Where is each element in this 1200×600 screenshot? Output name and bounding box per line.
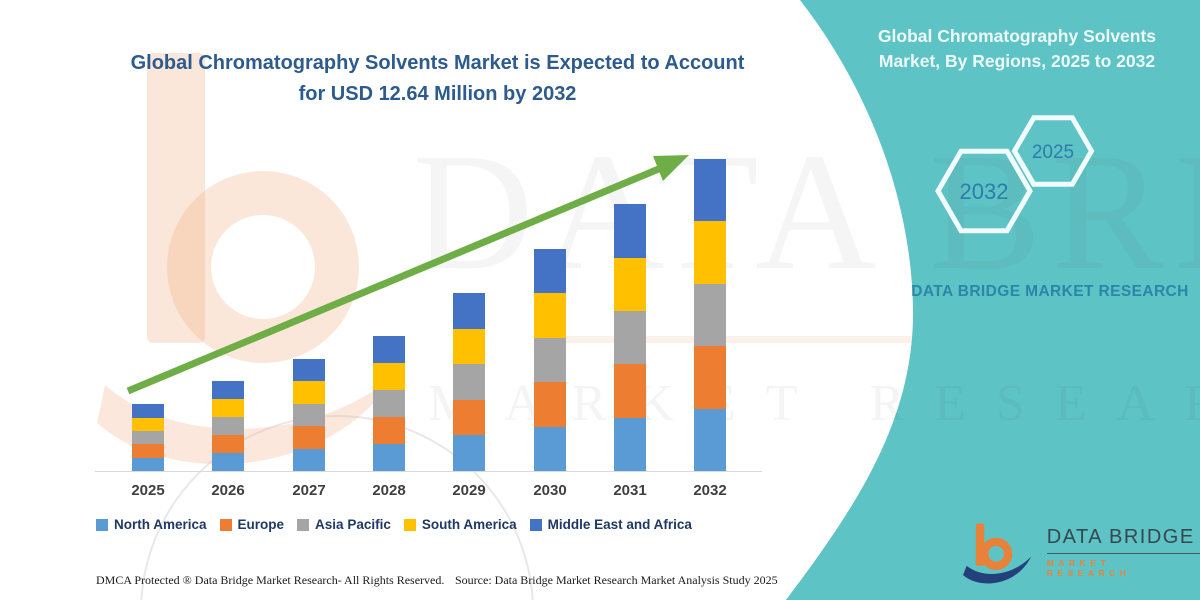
bar-segment-2028-north-america xyxy=(373,444,405,471)
x-axis-label-2032: 2032 xyxy=(693,482,727,499)
bar-segment-2030-south-america xyxy=(534,293,566,338)
chart-legend: North America Europe Asia Pacific South Ame… xyxy=(96,517,692,532)
chart-title: Global Chromatography Solvents Market is… xyxy=(130,52,745,105)
bar-segment-2031-middle-east-and-africa xyxy=(614,204,646,258)
hexagon-2032-label: 2032 xyxy=(960,179,1009,204)
bar-segment-2026-north-america xyxy=(212,453,244,471)
legend-swatch xyxy=(529,518,542,531)
x-axis-label-2025: 2025 xyxy=(131,482,165,499)
bar-segment-2025-middle-east-and-africa xyxy=(132,404,164,418)
bar-segment-2029-asia-pacific xyxy=(453,364,485,400)
legend-label: North America xyxy=(114,517,207,532)
bar-segment-2028-europe xyxy=(373,417,405,444)
brand-text: DATA BRIDGE MARKET RESEARCH xyxy=(911,283,1189,300)
hexagon-2025 xyxy=(1011,115,1095,187)
bar-segment-2030-north-america xyxy=(534,427,566,471)
panel-heading: Global Chromatography Solvents Market, B… xyxy=(877,26,1157,72)
bar-segment-2028-asia-pacific xyxy=(373,390,405,417)
bar-segment-2029-south-america xyxy=(453,329,485,364)
footer-dmca: DMCA Protected ® Data Bridge Market Rese… xyxy=(96,573,445,587)
bar-segment-2025-europe xyxy=(132,444,164,458)
hexagon-years: 2032 2025 xyxy=(935,115,1095,234)
bar-segment-2031-south-america xyxy=(614,258,646,311)
legend-item-asia-pacific: Asia Pacific xyxy=(297,517,391,532)
x-axis-line xyxy=(95,471,762,472)
bar-segment-2032-europe xyxy=(694,346,726,409)
bar-segment-2025-asia-pacific xyxy=(132,431,164,444)
legend-item-north-america: North America xyxy=(96,517,207,532)
bar-segment-2027-asia-pacific xyxy=(293,404,325,426)
bar-segment-2025-south-america xyxy=(132,418,164,431)
trend-arrow xyxy=(126,155,689,395)
legend-label: Asia Pacific xyxy=(315,517,391,532)
x-axis-label-2028: 2028 xyxy=(372,482,406,499)
databridge-logo: DATA BRIDGE MARKET RESEARCH xyxy=(963,520,1200,584)
bar-segment-2031-north-america xyxy=(614,418,646,471)
bar-segment-2032-north-america xyxy=(694,409,726,471)
bar-segment-2027-north-america xyxy=(293,449,325,471)
x-axis-label-2030: 2030 xyxy=(533,482,567,499)
bar-segment-2030-middle-east-and-africa xyxy=(534,249,566,293)
footer-source: Source: Data Bridge Market Research Mark… xyxy=(455,573,778,587)
watermark-logo-b xyxy=(97,53,395,465)
databridge-logo-icon xyxy=(963,523,1032,584)
legend-swatch xyxy=(403,518,416,531)
bar-segment-2032-middle-east-and-africa xyxy=(694,159,726,221)
bar-segment-2027-middle-east-and-africa xyxy=(293,359,325,381)
bar-segment-2025-north-america xyxy=(132,458,164,471)
bar-segment-2030-asia-pacific xyxy=(534,338,566,382)
x-axis-label-2027: 2027 xyxy=(292,482,326,499)
legend-swatch xyxy=(219,518,232,531)
bar-segment-2026-europe xyxy=(212,435,244,453)
bar-segment-2026-south-america xyxy=(212,399,244,417)
bar-segment-2029-middle-east-and-africa xyxy=(453,293,485,329)
bar-segment-2032-asia-pacific xyxy=(694,284,726,346)
bar-segment-2029-europe xyxy=(453,400,485,435)
bar-segment-2027-south-america xyxy=(293,381,325,404)
hexagon-2032 xyxy=(935,148,1033,234)
bar-segment-2028-middle-east-and-africa xyxy=(373,336,405,363)
legend-label: South America xyxy=(421,517,517,532)
legend-swatch xyxy=(297,518,310,531)
bar-segment-2026-asia-pacific xyxy=(212,417,244,435)
x-axis-label-2029: 2029 xyxy=(452,482,486,499)
bar-segment-2027-europe xyxy=(293,426,325,449)
legend-label: Europe xyxy=(237,517,285,532)
legend-swatch xyxy=(96,518,108,531)
x-axis-label-2031: 2031 xyxy=(613,482,647,499)
bar-segment-2030-europe xyxy=(534,382,566,427)
legend-item-europe: Europe xyxy=(219,517,285,532)
bar-segment-2026-middle-east-and-africa xyxy=(212,381,244,399)
hexagon-2025-label: 2025 xyxy=(1032,142,1074,163)
bar-segment-2032-south-america xyxy=(694,221,726,284)
bar-segment-2031-europe xyxy=(614,364,646,418)
legend-item-middle-east-and-africa: Middle East and Africa xyxy=(529,517,692,532)
bar-segment-2028-south-america xyxy=(373,363,405,390)
logo-name: DATA BRIDGE xyxy=(1046,526,1200,554)
legend-item-south-america: South America xyxy=(403,517,517,532)
bar-segment-2029-north-america xyxy=(453,435,485,471)
bar-segment-2031-asia-pacific xyxy=(614,311,646,364)
legend-label: Middle East and Africa xyxy=(547,517,692,532)
logo-tagline: MARKET RESEARCH xyxy=(1046,558,1131,578)
x-axis-label-2026: 2026 xyxy=(211,482,245,499)
